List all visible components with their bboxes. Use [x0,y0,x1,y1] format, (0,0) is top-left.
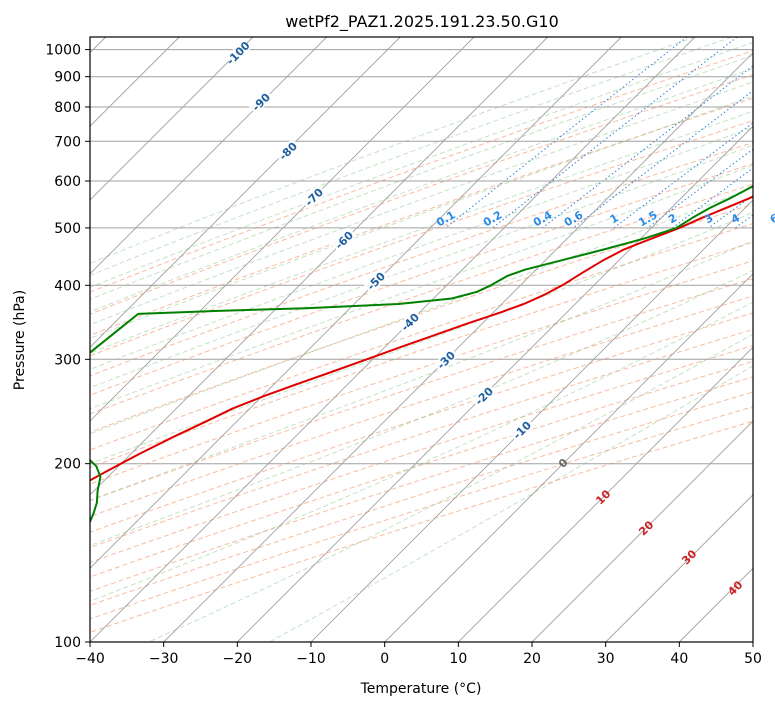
y-tick-label: 300 [54,352,81,368]
y-tick-label: 700 [54,134,81,150]
y-tick-label: 900 [54,70,81,86]
x-tick-label: −10 [296,651,326,667]
x-tick-label: −30 [149,651,179,667]
y-tick-label: 800 [54,100,81,116]
x-tick-label: −40 [75,651,105,667]
chart-title: wetPf2_PAZ1.2025.191.23.50.G10 [285,12,559,32]
y-axis-label: Pressure (hPa) [12,290,28,390]
x-tick-label: 10 [449,651,467,667]
y-tick-label: 200 [54,457,81,473]
y-tick-label: 1000 [45,43,81,59]
y-tick-label: 400 [54,278,81,294]
x-tick-label: −20 [223,651,253,667]
y-tick-label: 500 [54,221,81,237]
x-axis-label: Temperature (°C) [360,681,482,697]
x-tick-label: 0 [380,651,389,667]
x-tick-label: 40 [670,651,688,667]
y-tick-label: 100 [54,635,81,651]
x-tick-label: 20 [523,651,541,667]
x-tick-label: 30 [597,651,615,667]
y-tick-label: 600 [54,174,81,190]
x-tick-label: 50 [744,651,762,667]
